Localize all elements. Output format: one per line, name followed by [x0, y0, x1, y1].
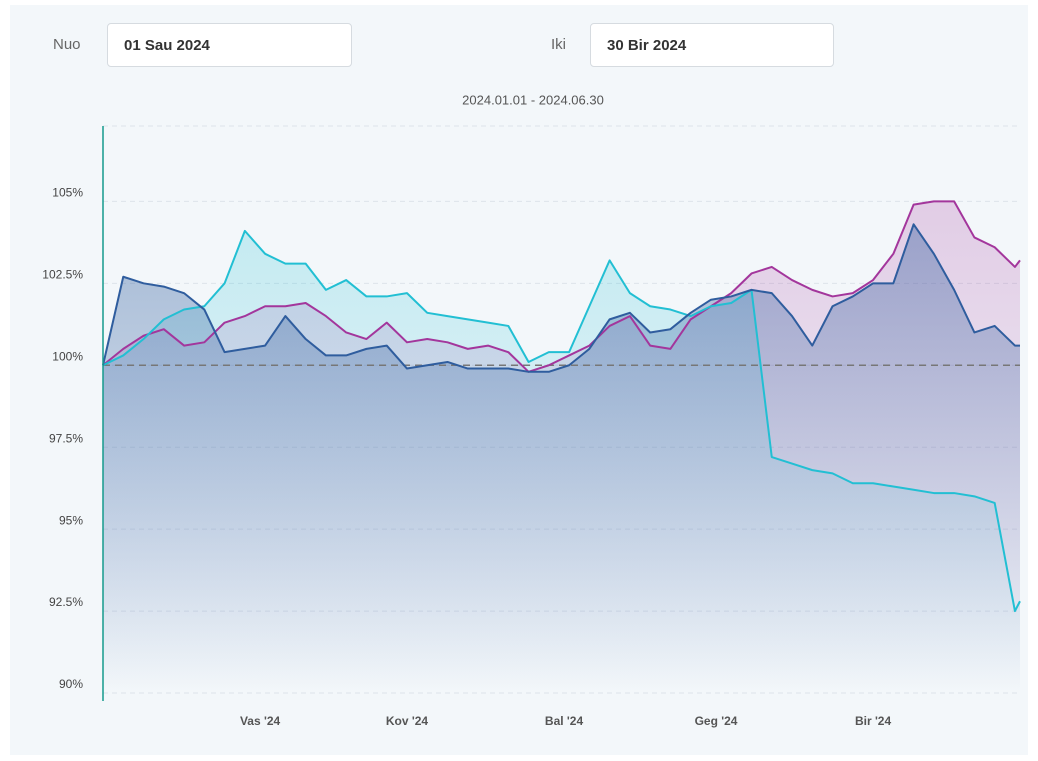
x-tick-label: Bir '24	[855, 714, 892, 728]
from-date-input[interactable]: 01 Sau 2024	[107, 23, 352, 67]
to-date-input[interactable]: 30 Bir 2024	[590, 23, 834, 67]
x-tick-label: Vas '24	[240, 714, 281, 728]
y-tick-label: 97.5%	[49, 431, 83, 445]
line	[102, 229, 1021, 613]
y-tick-label: 102.5%	[42, 267, 83, 281]
line	[102, 223, 1020, 373]
x-tick-label: Bal '24	[545, 714, 584, 728]
to-label: Iki	[551, 36, 566, 53]
area	[103, 224, 1020, 693]
y-tick-label: 100%	[52, 349, 83, 363]
y-tick-label: 90%	[59, 677, 83, 691]
y-tick-label: 95%	[59, 513, 83, 527]
y-tick-label: 105%	[52, 186, 83, 200]
y-tick-label: 92.5%	[49, 595, 83, 609]
x-tick-label: Kov '24	[386, 714, 429, 728]
chart-title: 2024.01.01 - 2024.06.30	[462, 92, 604, 107]
from-label: Nuo	[53, 36, 81, 53]
x-tick-label: Geg '24	[695, 714, 738, 728]
line	[102, 200, 1021, 373]
